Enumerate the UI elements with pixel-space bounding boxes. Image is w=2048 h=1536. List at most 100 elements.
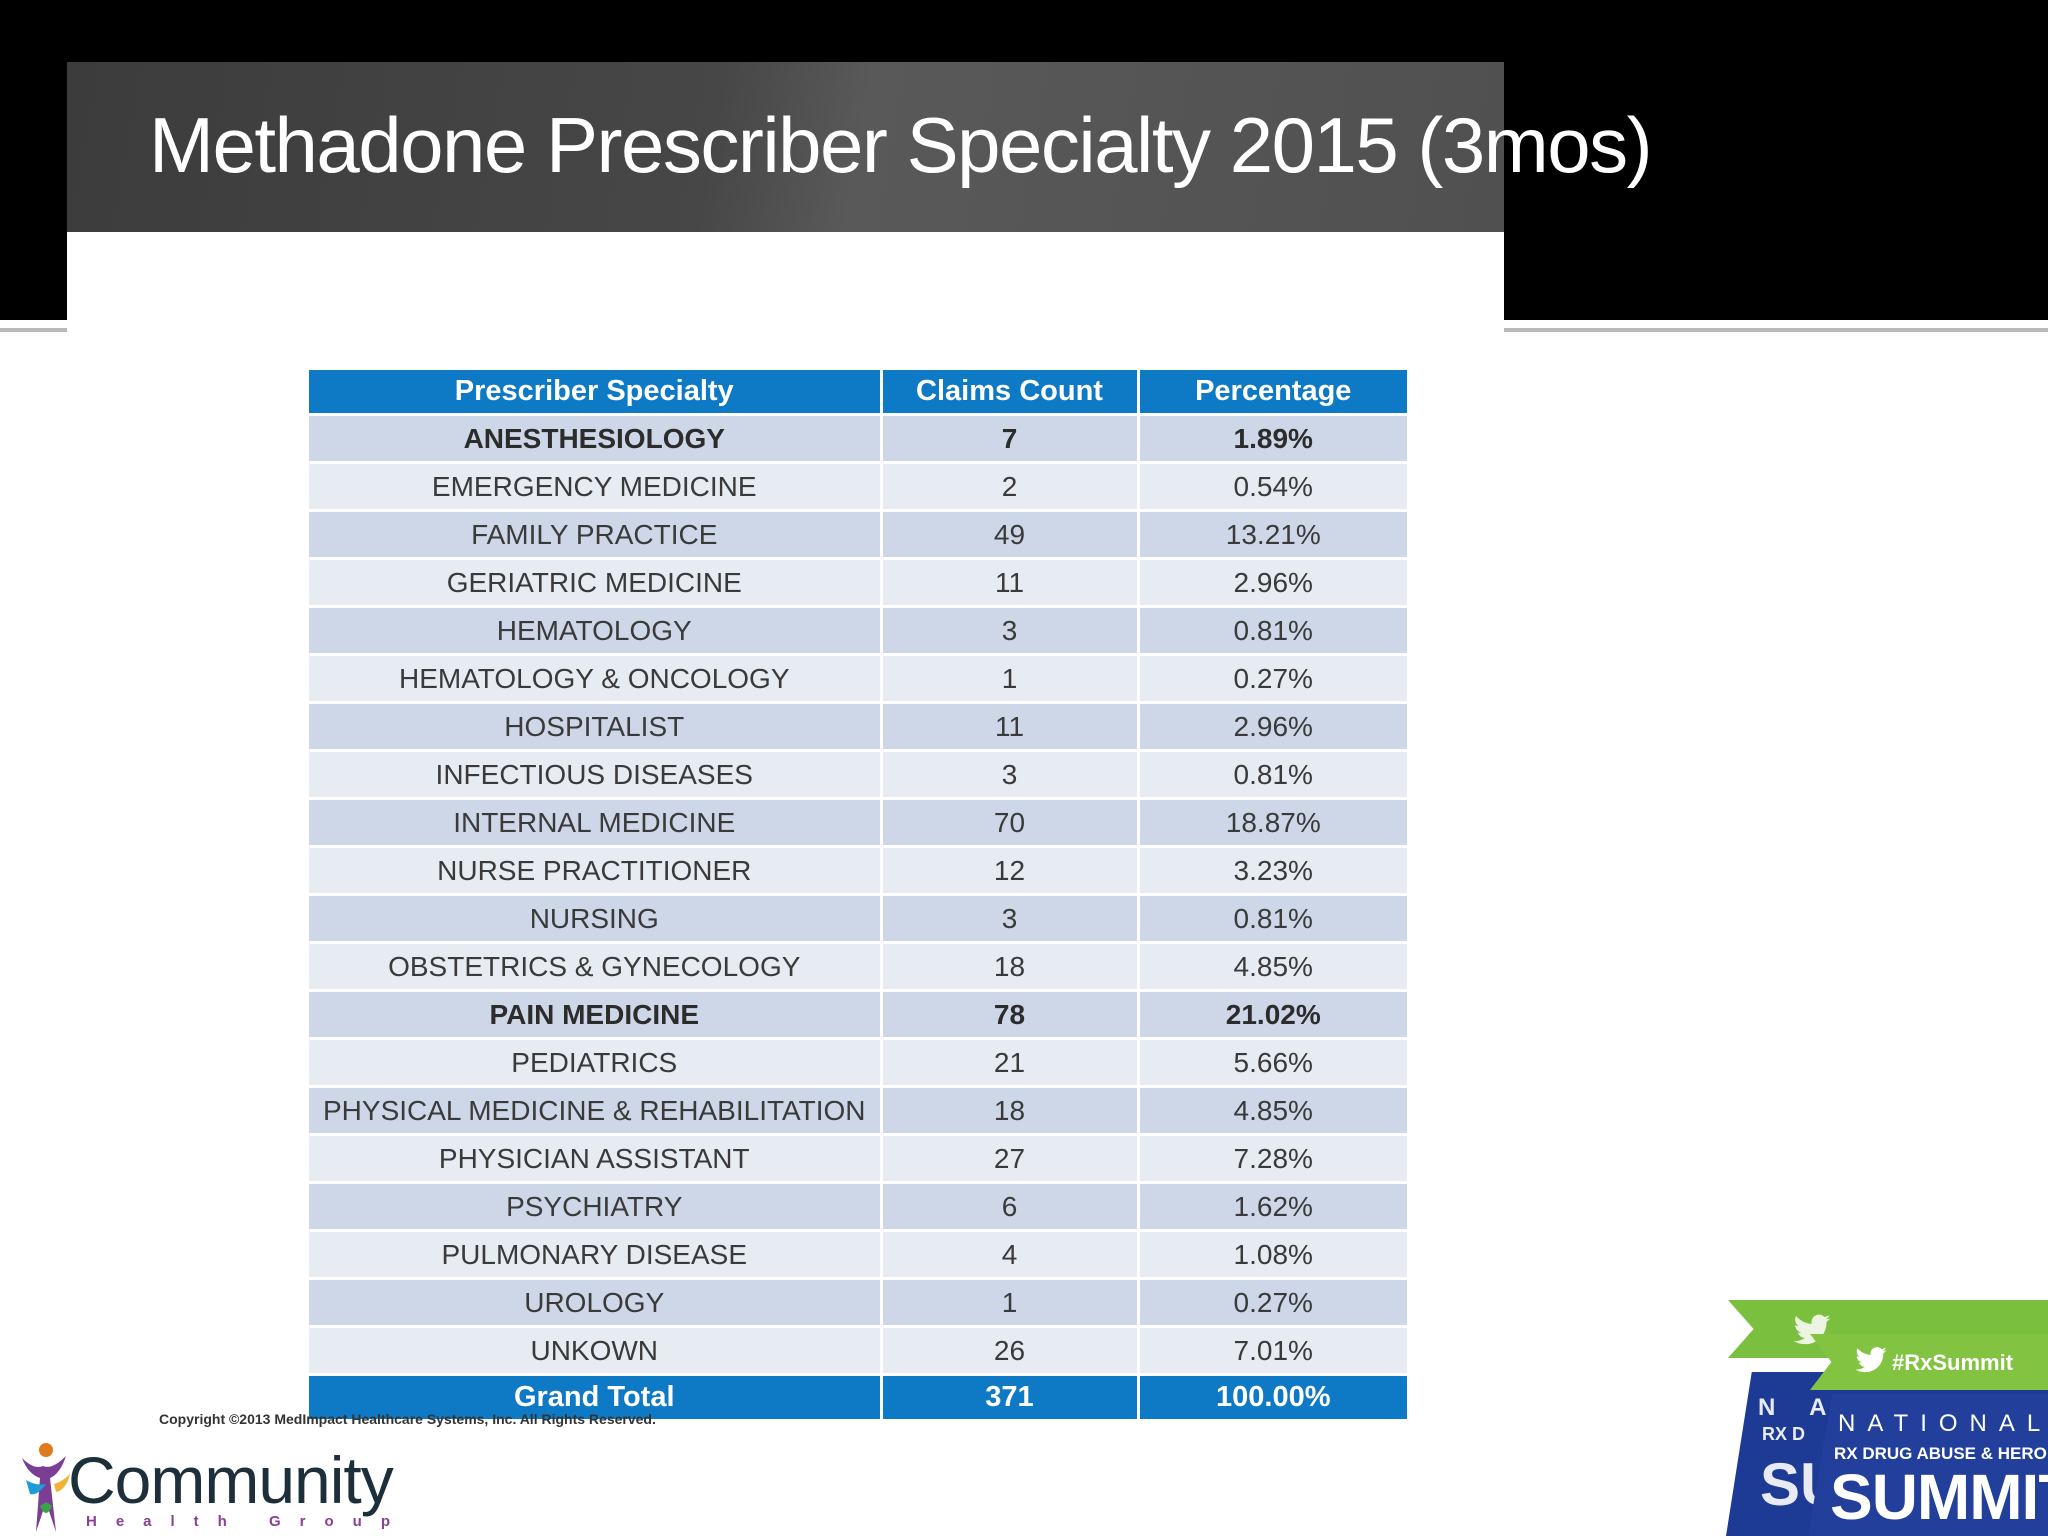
claims-count-cell: 18 bbox=[881, 1086, 1140, 1136]
claims-count-cell: 2 bbox=[881, 462, 1140, 512]
claims-count-cell: 11 bbox=[881, 558, 1140, 608]
percentage-cell: 0.54% bbox=[1138, 462, 1407, 512]
slide-title: Methadone Prescriber Specialty 2015 (3mo… bbox=[149, 101, 1653, 189]
specialty-cell: GERIATRIC MEDICINE bbox=[309, 558, 883, 608]
slide-rule-left bbox=[0, 328, 67, 332]
claims-count-cell: 1 bbox=[881, 654, 1140, 704]
table-row: NURSING 3 0.81% bbox=[309, 894, 1407, 944]
percentage-cell: 18.87% bbox=[1138, 798, 1407, 848]
percentage-cell: 7.28% bbox=[1138, 1134, 1407, 1184]
percentage-cell: 3.23% bbox=[1138, 846, 1407, 896]
slide-rule-right bbox=[1504, 328, 2048, 332]
percentage-cell: 1.08% bbox=[1138, 1230, 1407, 1280]
claims-count-cell: 4 bbox=[881, 1230, 1140, 1280]
specialty-cell: FAMILY PRACTICE bbox=[309, 510, 883, 560]
percentage-cell: 21.02% bbox=[1138, 990, 1407, 1040]
claims-count-cell: 11 bbox=[881, 702, 1140, 752]
claims-count-cell: 18 bbox=[881, 942, 1140, 992]
summit-shield-front bbox=[1808, 1394, 2048, 1536]
table-row: HEMATOLOGY & ONCOLOGY 1 0.27% bbox=[309, 654, 1407, 704]
table-row: INFECTIOUS DISEASES 3 0.81% bbox=[309, 750, 1407, 800]
claims-count-cell: 7 bbox=[881, 414, 1140, 464]
specialty-cell: INFECTIOUS DISEASES bbox=[309, 750, 883, 800]
percentage-cell: 13.21% bbox=[1138, 510, 1407, 560]
specialty-cell: HOSPITALIST bbox=[309, 702, 883, 752]
specialty-cell: PSYCHIATRY bbox=[309, 1182, 883, 1232]
community-figure-icon bbox=[22, 1443, 70, 1532]
claims-count-cell: 49 bbox=[881, 510, 1140, 560]
summit-word: SUMMIT bbox=[1830, 1461, 2048, 1533]
specialty-cell: EMERGENCY MEDICINE bbox=[309, 462, 883, 512]
table-body: ANESTHESIOLOGY 7 1.89% EMERGENCY MEDICINE 2 0… bbox=[309, 414, 1407, 1376]
table-row: UROLOGY 1 0.27% bbox=[309, 1278, 1407, 1328]
specialty-cell: UROLOGY bbox=[309, 1278, 883, 1328]
percentage-cell: 2.96% bbox=[1138, 702, 1407, 752]
summit-hashtag: #RxSummit bbox=[1892, 1350, 2014, 1375]
percentage-cell: 0.27% bbox=[1138, 654, 1407, 704]
specialty-cell: HEMATOLOGY & ONCOLOGY bbox=[309, 654, 883, 704]
grand-total-count: 371 bbox=[881, 1374, 1140, 1422]
header-percentage: Percentage bbox=[1138, 370, 1407, 416]
table-row: OBSTETRICS & GYNECOLOGY 18 4.85% bbox=[309, 942, 1407, 992]
claims-count-cell: 26 bbox=[881, 1326, 1140, 1376]
table-row: ANESTHESIOLOGY 7 1.89% bbox=[309, 414, 1407, 464]
specialty-cell: PAIN MEDICINE bbox=[309, 990, 883, 1040]
community-health-group-logo: Community Health Group bbox=[16, 1440, 436, 1536]
summit-national: NATIONAL bbox=[1838, 1410, 2048, 1437]
summit-subtitle: RX DRUG ABUSE & HEROIN bbox=[1834, 1444, 2048, 1463]
hashtag-banner-front bbox=[1810, 1334, 2048, 1390]
percentage-cell: 2.96% bbox=[1138, 558, 1407, 608]
percentage-cell: 1.89% bbox=[1138, 414, 1407, 464]
grand-total-percent: 100.00% bbox=[1138, 1374, 1407, 1422]
table-row: PEDIATRICS 21 5.66% bbox=[309, 1038, 1407, 1088]
percentage-cell: 0.81% bbox=[1138, 606, 1407, 656]
percentage-cell: 1.62% bbox=[1138, 1182, 1407, 1232]
logo-subtitle: Health Group bbox=[86, 1513, 410, 1530]
grand-total-row: Grand Total 371 100.00% bbox=[309, 1374, 1407, 1422]
percentage-cell: 7.01% bbox=[1138, 1326, 1407, 1376]
percentage-cell: 5.66% bbox=[1138, 1038, 1407, 1088]
table-row: NURSE PRACTITIONER 12 3.23% bbox=[309, 846, 1407, 896]
specialty-cell: NURSING bbox=[309, 894, 883, 944]
table-row: EMERGENCY MEDICINE 2 0.54% bbox=[309, 462, 1407, 512]
specialty-cell: PHYSICIAN ASSISTANT bbox=[309, 1134, 883, 1184]
table-header-row: Prescriber Specialty Claims Count Percen… bbox=[309, 370, 1407, 416]
presentation-slide: Methadone Prescriber Specialty 2015 (3mo… bbox=[67, 62, 1653, 1536]
table-row: PHYSICIAN ASSISTANT 27 7.28% bbox=[309, 1134, 1407, 1184]
percentage-cell: 4.85% bbox=[1138, 1086, 1407, 1136]
table-row: PAIN MEDICINE 78 21.02% bbox=[309, 990, 1407, 1040]
prescriber-specialty-table: Prescriber Specialty Claims Count Percen… bbox=[309, 370, 1407, 1422]
copyright-notice: Copyright ©2013 MedImpact Healthcare Sys… bbox=[159, 1411, 656, 1427]
percentage-cell: 0.81% bbox=[1138, 750, 1407, 800]
table-row: GERIATRIC MEDICINE 11 2.96% bbox=[309, 558, 1407, 608]
claims-count-cell: 70 bbox=[881, 798, 1140, 848]
claims-count-cell: 78 bbox=[881, 990, 1140, 1040]
specialty-cell: UNKOWN bbox=[309, 1326, 883, 1376]
percentage-cell: 4.85% bbox=[1138, 942, 1407, 992]
percentage-cell: 0.27% bbox=[1138, 1278, 1407, 1328]
specialty-cell: PEDIATRICS bbox=[309, 1038, 883, 1088]
table-row: PULMONARY DISEASE 4 1.08% bbox=[309, 1230, 1407, 1280]
header-specialty: Prescriber Specialty bbox=[309, 370, 883, 416]
claims-count-cell: 3 bbox=[881, 894, 1140, 944]
twitter-bird-icon bbox=[1855, 1347, 1887, 1373]
table-row: HEMATOLOGY 3 0.81% bbox=[309, 606, 1407, 656]
rx-ghost: RX D bbox=[1762, 1424, 1806, 1444]
table-row: UNKOWN 26 7.01% bbox=[309, 1326, 1407, 1376]
table-row: HOSPITALIST 11 2.96% bbox=[309, 702, 1407, 752]
specialty-cell: ANESTHESIOLOGY bbox=[309, 414, 883, 464]
table-row: PHYSICAL MEDICINE & REHABILITATION 18 4.85… bbox=[309, 1086, 1407, 1136]
table-row: PSYCHIATRY 6 1.62% bbox=[309, 1182, 1407, 1232]
claims-count-cell: 21 bbox=[881, 1038, 1140, 1088]
claims-count-cell: 3 bbox=[881, 606, 1140, 656]
specialty-cell: NURSE PRACTITIONER bbox=[309, 846, 883, 896]
claims-count-cell: 1 bbox=[881, 1278, 1140, 1328]
claims-count-cell: 6 bbox=[881, 1182, 1140, 1232]
specialty-cell: HEMATOLOGY bbox=[309, 606, 883, 656]
specialty-cell: INTERNAL MEDICINE bbox=[309, 798, 883, 848]
specialty-cell: PULMONARY DISEASE bbox=[309, 1230, 883, 1280]
claims-count-cell: 3 bbox=[881, 750, 1140, 800]
header-claims-count: Claims Count bbox=[881, 370, 1140, 416]
percentage-cell: 0.81% bbox=[1138, 894, 1407, 944]
specialty-cell: OBSTETRICS & GYNECOLOGY bbox=[309, 942, 883, 992]
